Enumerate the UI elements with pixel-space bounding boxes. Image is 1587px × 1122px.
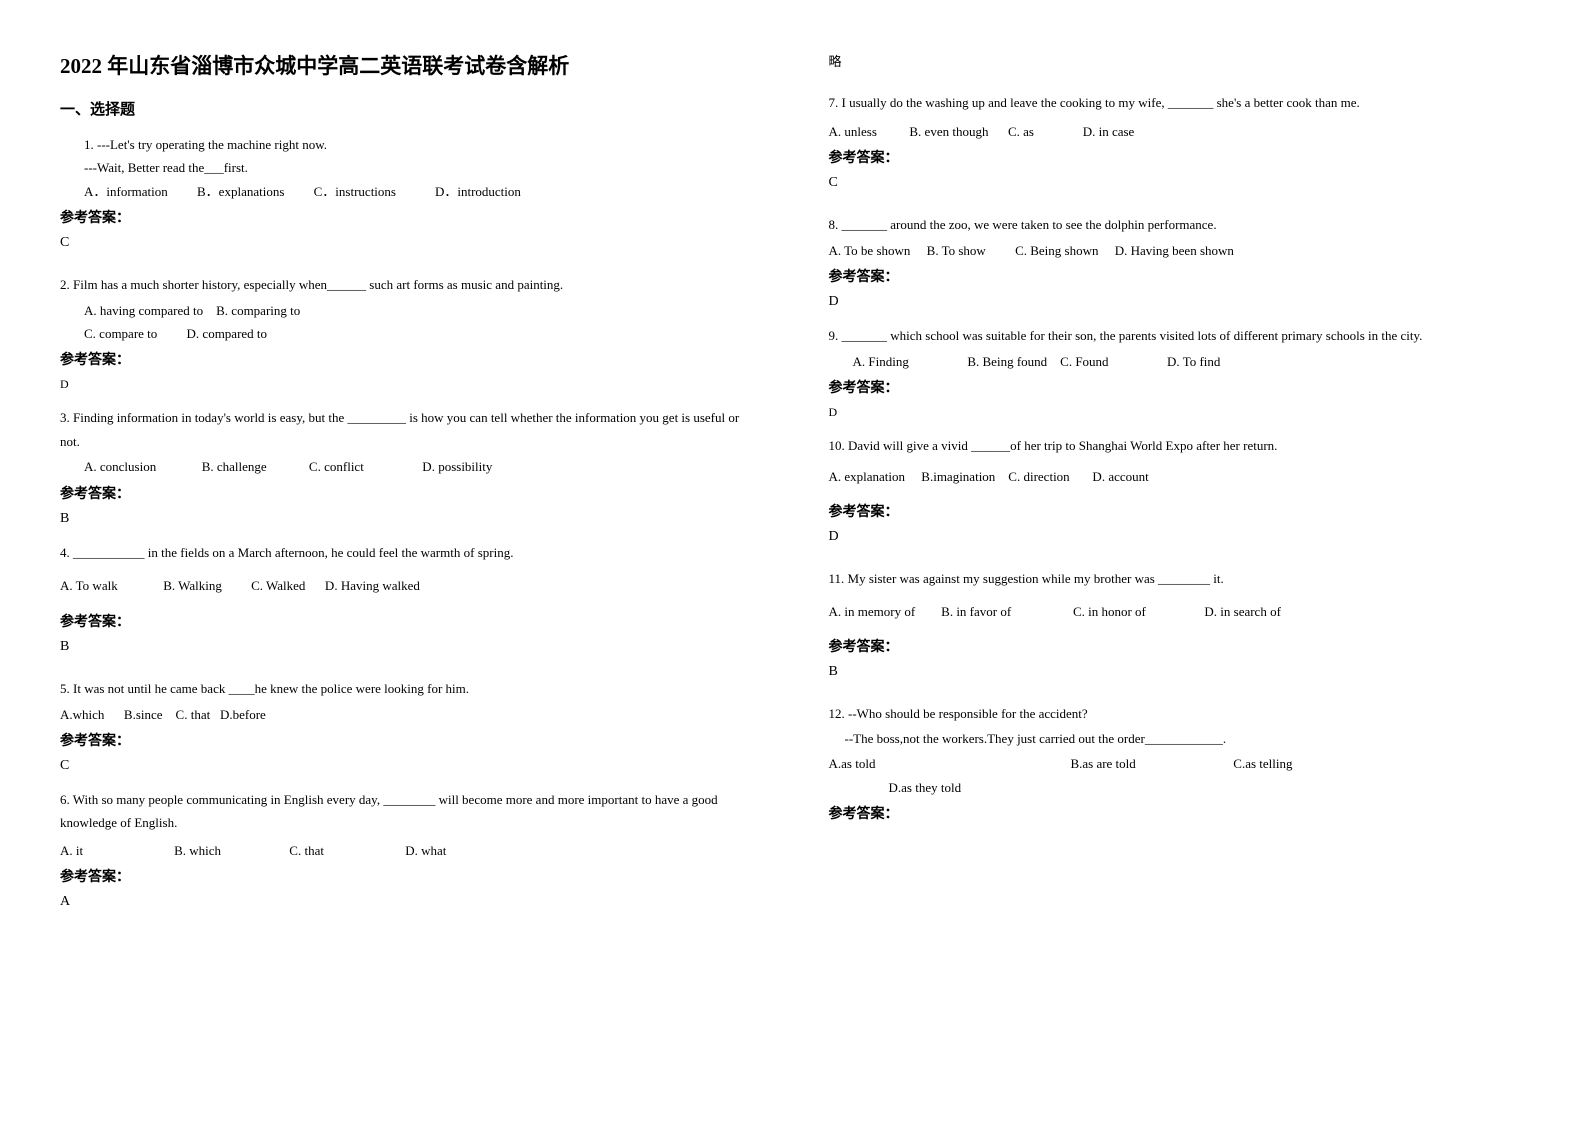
answer-label: 参考答案： (60, 207, 759, 227)
q10-options: A. explanation B.imagination C. directio… (829, 465, 1528, 488)
left-column: 2022 年山东省淄博市众城中学高二英语联考试卷含解析 一、选择题 1. ---… (60, 50, 759, 1102)
right-column: 略 7. I usually do the washing up and lea… (829, 50, 1528, 1102)
q12-opt2: D.as they told (829, 776, 1528, 799)
q2-opt1: A. having compared to B. comparing to (60, 299, 759, 322)
answer-label: 参考答案： (60, 349, 759, 369)
question-11: 11. My sister was against my suggestion … (829, 567, 1528, 692)
section-heading: 一、选择题 (60, 98, 759, 119)
q10-answer: D (829, 529, 1528, 545)
q11-options: A. in memory of B. in favor of C. in hon… (829, 600, 1528, 623)
q3-answer: B (60, 511, 759, 527)
q5-answer: C (60, 758, 759, 774)
q3-text: 3. Finding information in today's world … (60, 406, 759, 453)
question-10: 10. David will give a vivid ______of her… (829, 434, 1528, 557)
answer-label: 参考答案： (829, 501, 1528, 521)
q6-text: 6. With so many people communicating in … (60, 788, 759, 835)
question-2: 2. Film has a much shorter history, espe… (60, 273, 759, 404)
answer-label: 参考答案： (60, 866, 759, 886)
answer-label: 参考答案： (829, 803, 1528, 823)
q4-answer: B (60, 639, 759, 655)
question-5: 5. It was not until he came back ____he … (60, 677, 759, 786)
q2-opt2: C. compare to D. compared to (60, 322, 759, 345)
q7-text: 7. I usually do the washing up and leave… (829, 89, 1528, 118)
q12-opt1: A.as told B.as are told C.as telling (829, 752, 1528, 775)
q11-answer: B (829, 664, 1528, 680)
q7-answer: C (829, 175, 1528, 191)
q8-text: 8. _______ around the zoo, we were taken… (829, 213, 1528, 236)
answer-label: 参考答案： (60, 483, 759, 503)
q4-options: A. To walk B. Walking C. Walked D. Havin… (60, 574, 759, 597)
q1-line1: 1. ---Let's try operating the machine ri… (60, 133, 759, 156)
q9-options: A. Finding B. Being found C. Found D. To… (829, 350, 1528, 373)
q4-text: 4. ___________ in the fields on a March … (60, 541, 759, 564)
q11-text: 11. My sister was against my suggestion … (829, 567, 1528, 590)
question-8: 8. _______ around the zoo, we were taken… (829, 213, 1528, 322)
q1-answer: C (60, 235, 759, 251)
answer-label: 参考答案： (829, 377, 1528, 397)
q12-line1: 12. --Who should be responsible for the … (829, 702, 1528, 725)
answer-label: 参考答案： (829, 147, 1528, 167)
q9-text: 9. _______ which school was suitable for… (829, 324, 1528, 347)
skip-text: 略 (829, 50, 1528, 73)
answer-label: 参考答案： (60, 730, 759, 750)
question-4: 4. ___________ in the fields on a March … (60, 541, 759, 668)
question-7: 7. I usually do the washing up and leave… (829, 89, 1528, 203)
q8-answer: D (829, 294, 1528, 310)
question-3: 3. Finding information in today's world … (60, 406, 759, 538)
q12-line2: --The boss,not the workers.They just car… (829, 727, 1528, 750)
q9-answer: D (829, 405, 1528, 420)
question-9: 9. _______ which school was suitable for… (829, 324, 1528, 432)
q1-options: A．information B．explanations C．instructi… (60, 180, 759, 203)
q3-options: A. conclusion B. challenge C. conflict D… (60, 455, 759, 478)
q6-options: A. it B. which C. that D. what (60, 839, 759, 862)
question-6: 6. With so many people communicating in … (60, 788, 759, 922)
q10-text: 10. David will give a vivid ______of her… (829, 434, 1528, 457)
answer-label: 参考答案： (60, 611, 759, 631)
q5-text: 5. It was not until he came back ____he … (60, 677, 759, 700)
q6-answer: A (60, 894, 759, 910)
q8-options: A. To be shown B. To show C. Being shown… (829, 239, 1528, 262)
exam-title: 2022 年山东省淄博市众城中学高二英语联考试卷含解析 (60, 50, 759, 80)
q2-answer: D (60, 377, 759, 392)
answer-label: 参考答案： (829, 266, 1528, 286)
q5-options: A.which B.since C. that D.before (60, 703, 759, 726)
q1-line2: ---Wait, Better read the___first. (60, 156, 759, 179)
answer-label: 参考答案： (829, 636, 1528, 656)
question-12: 12. --Who should be responsible for the … (829, 702, 1528, 824)
q2-text: 2. Film has a much shorter history, espe… (60, 273, 759, 296)
q7-options: A. unless B. even though C. as D. in cas… (829, 120, 1528, 143)
question-1: 1. ---Let's try operating the machine ri… (60, 133, 759, 263)
